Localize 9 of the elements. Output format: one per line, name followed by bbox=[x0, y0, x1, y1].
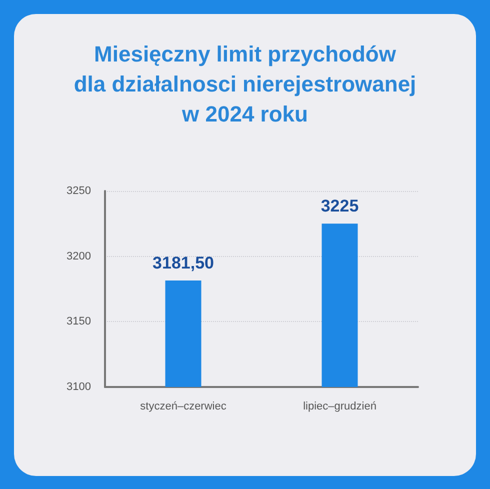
y-tick-label: 3200 bbox=[66, 250, 91, 262]
x-tick-label: styczeń–czerwiec bbox=[140, 400, 227, 412]
data-label: 3181,50 bbox=[152, 254, 214, 273]
x-tick-label: lipiec–grudzień bbox=[303, 400, 376, 412]
y-tick-label: 3100 bbox=[66, 381, 91, 393]
y-tick-label: 3250 bbox=[66, 185, 91, 197]
chart-title: Miesięczny limit przychodów dla działalnosci nierejestrowanej w 2024 roku bbox=[74, 42, 416, 126]
data-label: 3225 bbox=[320, 196, 359, 216]
y-tick-label: 3150 bbox=[66, 316, 91, 328]
